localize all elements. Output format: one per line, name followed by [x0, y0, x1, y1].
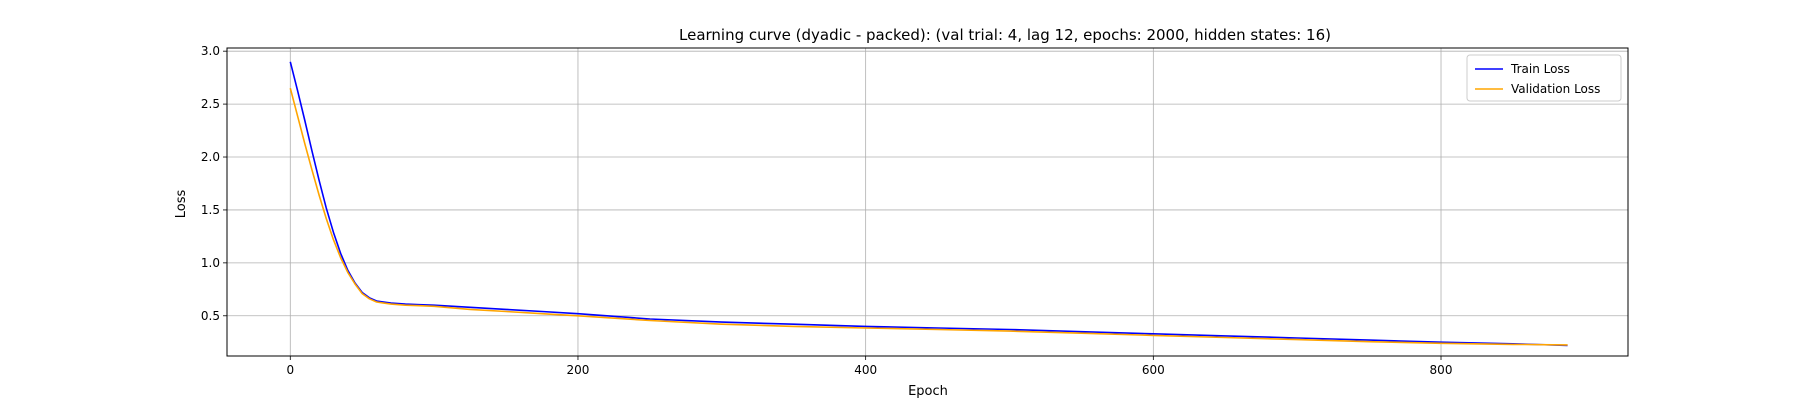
validation-loss-line — [289, 87, 1568, 346]
train-loss-line — [289, 61, 1568, 347]
x-tick-label: 0 — [286, 363, 294, 377]
x-tick-label: 800 — [1430, 363, 1453, 377]
grid — [227, 48, 1628, 356]
legend: Train Loss Validation Loss — [1466, 54, 1622, 102]
x-axis-label: Epoch — [908, 384, 948, 399]
x-tick-label: 400 — [854, 363, 877, 377]
y-tick-label: 0.5 — [201, 309, 220, 323]
legend-label-validation-loss: Validation Loss — [1511, 82, 1600, 96]
legend-label-train-loss: Train Loss — [1510, 62, 1570, 76]
y-tick-label: 2.5 — [201, 97, 220, 111]
y-axis-label: Loss — [174, 190, 189, 219]
plot-area-frame — [226, 47, 1629, 357]
series-lines — [289, 61, 1568, 347]
x-tick-label: 600 — [1142, 363, 1165, 377]
y-tick-label: 1.5 — [201, 203, 220, 217]
y-tick-label: 2.0 — [201, 150, 220, 164]
x-tick-label: 200 — [567, 363, 590, 377]
chart-title: Learning curve (dyadic - packed): (val t… — [679, 26, 1331, 44]
y-tick-label: 1.0 — [201, 256, 220, 270]
legend-box — [1466, 54, 1622, 102]
y-tick-label: 3.0 — [201, 44, 220, 58]
axis-ticks: 0 200 400 600 800 0.5 1.0 1.5 2.0 2.5 3.0 — [201, 44, 1453, 377]
